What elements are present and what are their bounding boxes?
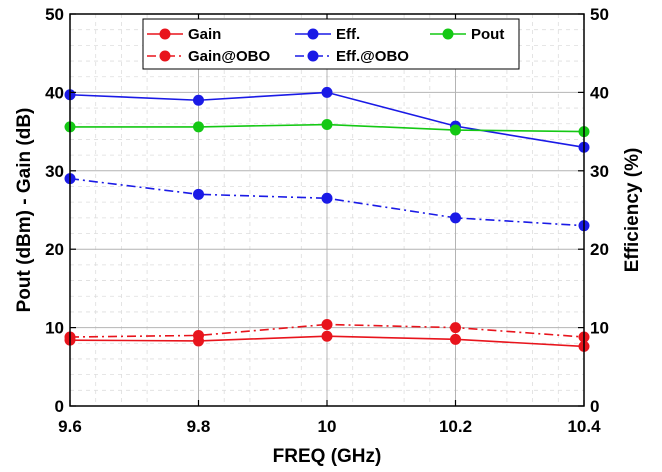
- series-gain-obo: [64, 318, 590, 343]
- legend: Gain Eff. Pout Gain@OBO Eff.@OBO: [142, 18, 520, 70]
- x-tick-label: 9.6: [58, 417, 82, 436]
- legend-label: Pout: [471, 26, 504, 43]
- right-y-tick-label: 0: [590, 397, 599, 416]
- data-point: [193, 188, 204, 200]
- data-point: [450, 212, 461, 224]
- x-tick-label: 10.4: [567, 417, 601, 436]
- data-point: [193, 329, 204, 341]
- data-point: [321, 318, 333, 330]
- data-point: [450, 124, 461, 136]
- data-point: [321, 86, 333, 98]
- left-y-axis-label: Pout (dBm) - Gain (dB): [14, 108, 35, 313]
- x-tick-label: 10.2: [439, 417, 472, 436]
- data-point: [450, 333, 461, 345]
- legend-entry: Eff.@OBO: [295, 48, 409, 65]
- legend-entry: Gain@OBO: [147, 48, 270, 65]
- legend-entry: Eff.: [295, 26, 360, 43]
- legend-box: [142, 18, 520, 70]
- left-y-tick-label: 30: [45, 162, 64, 181]
- data-point: [321, 119, 333, 131]
- data-point: [193, 94, 204, 106]
- x-axis-label: FREQ (GHz): [273, 446, 382, 467]
- right-y-tick-label: 30: [590, 162, 609, 181]
- data-point: [321, 330, 333, 342]
- legend-swatch-marker: [307, 50, 319, 62]
- legend-swatch-marker: [159, 28, 171, 40]
- right-y-axis-label: Efficiency (%): [622, 148, 643, 273]
- legend-swatch-marker: [159, 50, 171, 62]
- x-tick-label: 10: [318, 417, 337, 436]
- x-tick-label: 9.8: [187, 417, 211, 436]
- legend-entry: Pout: [430, 26, 504, 43]
- legend-swatch-marker: [442, 28, 454, 40]
- left-y-tick-label: 20: [45, 240, 64, 259]
- legend-label: Eff.: [336, 26, 360, 43]
- data-point: [193, 121, 204, 133]
- left-y-tick-label: 10: [45, 319, 64, 338]
- right-y-tick-label: 10: [590, 319, 609, 338]
- legend-label: Gain: [188, 26, 221, 43]
- left-y-tick-label: 40: [45, 83, 64, 102]
- legend-entry: Gain: [147, 26, 221, 43]
- data-point: [321, 192, 333, 204]
- right-y-tick-label: 20: [590, 240, 609, 259]
- legend-label: Eff.@OBO: [336, 48, 409, 65]
- right-y-tick-label: 40: [590, 83, 609, 102]
- left-y-tick-label: 0: [55, 397, 64, 416]
- legend-swatch-marker: [307, 28, 319, 40]
- data-point: [450, 322, 461, 334]
- right-y-tick-label: 50: [590, 5, 609, 24]
- left-y-tick-label: 50: [45, 5, 64, 24]
- legend-label: Gain@OBO: [188, 48, 270, 65]
